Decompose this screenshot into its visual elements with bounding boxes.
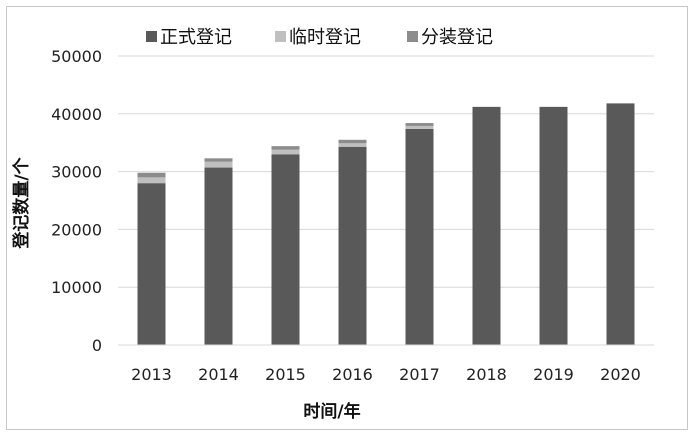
bar-segment	[405, 128, 434, 345]
bar-segment	[539, 106, 568, 345]
y-tick-label: 0	[92, 336, 102, 355]
bar-segment	[204, 161, 233, 168]
bar-segment	[137, 177, 166, 184]
bar-segment	[271, 154, 300, 345]
bar-segment	[472, 106, 501, 345]
legend: 正式登记 临时登记 分装登记	[146, 27, 493, 48]
bar-segment	[405, 125, 434, 129]
bar-segment	[137, 183, 166, 345]
x-tick-label: 2013	[131, 365, 172, 384]
gridlines	[118, 55, 654, 288]
y-axis-title: 登记数量/个	[11, 156, 32, 249]
legend-swatch	[407, 31, 418, 42]
x-tick-label: 2020	[600, 365, 641, 384]
bar-segment	[137, 172, 166, 178]
x-tick-label: 2014	[198, 365, 239, 384]
x-tick-label: 2019	[533, 365, 574, 384]
y-tick-label: 50000	[51, 47, 102, 66]
bar-segment	[338, 139, 367, 144]
y-tick-label: 10000	[51, 278, 102, 297]
y-tick-label: 30000	[51, 163, 102, 182]
bar-segment	[204, 167, 233, 345]
x-tick-label: 2015	[265, 365, 306, 384]
legend-label: 临时登记	[289, 27, 361, 48]
x-tick-label: 2017	[399, 365, 440, 384]
bar-segment	[338, 143, 367, 147]
legend-label: 分装登记	[421, 27, 493, 48]
legend-swatch	[275, 31, 286, 42]
bar-segment	[271, 149, 300, 155]
bar-segment	[606, 103, 635, 346]
legend-label: 正式登记	[160, 27, 232, 48]
x-tick-label: 2016	[332, 365, 373, 384]
bar-segment	[204, 158, 233, 162]
bar-segment	[338, 146, 367, 345]
bars	[137, 103, 635, 346]
legend-swatch	[146, 31, 157, 42]
bar-segment	[271, 146, 300, 150]
y-tick-label: 20000	[51, 220, 102, 239]
bar-segment	[405, 123, 434, 126]
x-tick-labels: 2013 2014 2015 2016 2017 2018 2019 2020	[131, 365, 641, 384]
y-tick-label: 40000	[51, 105, 102, 124]
x-tick-label: 2018	[466, 365, 507, 384]
y-tick-labels: 0 10000 20000 30000 40000 50000	[51, 47, 102, 355]
x-axis-title: 时间/年	[303, 401, 360, 422]
